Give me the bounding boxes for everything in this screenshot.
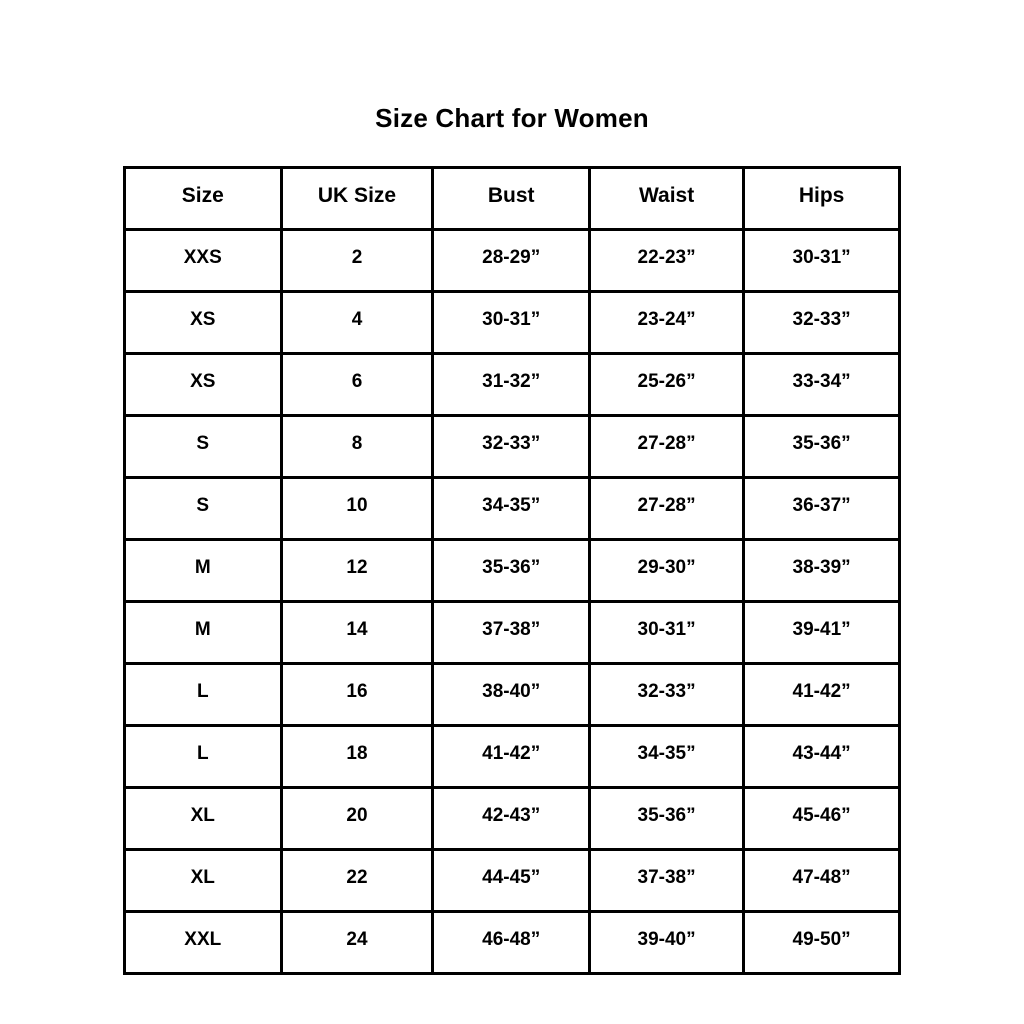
table-cell: 28-29” bbox=[431, 228, 591, 293]
table-cell: 2 bbox=[279, 228, 435, 293]
table-cell: L bbox=[123, 662, 283, 727]
table-cell: M bbox=[123, 600, 283, 665]
table-cell: S bbox=[123, 476, 283, 541]
table-cell: 35-36” bbox=[742, 414, 901, 479]
table-cell: 16 bbox=[279, 662, 435, 727]
table-cell: L bbox=[123, 724, 283, 789]
table-cell: XS bbox=[123, 290, 283, 355]
table-cell: 35-36” bbox=[587, 786, 746, 851]
column-header-hips: Hips bbox=[742, 166, 901, 231]
table-cell: S bbox=[123, 414, 283, 479]
table-cell: 47-48” bbox=[742, 848, 901, 913]
column-header-waist: Waist bbox=[587, 166, 746, 231]
table-cell: XS bbox=[123, 352, 283, 417]
table-row: XS 4 30-31” 23-24” 32-33” bbox=[123, 290, 901, 355]
table-row: S 8 32-33” 27-28” 35-36” bbox=[123, 414, 901, 479]
table-cell: 37-38” bbox=[587, 848, 746, 913]
table-cell: XXL bbox=[123, 910, 283, 975]
table-cell: 30-31” bbox=[431, 290, 591, 355]
table-cell: 32-33” bbox=[431, 414, 591, 479]
table-cell: 10 bbox=[279, 476, 435, 541]
table-cell: 6 bbox=[279, 352, 435, 417]
table-cell: M bbox=[123, 538, 283, 603]
table-cell: 18 bbox=[279, 724, 435, 789]
table-cell: 32-33” bbox=[742, 290, 901, 355]
table-cell: 30-31” bbox=[742, 228, 901, 293]
table-cell: 44-45” bbox=[431, 848, 591, 913]
table-cell: 33-34” bbox=[742, 352, 901, 417]
table-row: XXS 2 28-29” 22-23” 30-31” bbox=[123, 228, 901, 293]
table-cell: 23-24” bbox=[587, 290, 746, 355]
table-cell: 20 bbox=[279, 786, 435, 851]
page-title: Size Chart for Women bbox=[375, 103, 649, 133]
table-cell: 38-39” bbox=[742, 538, 901, 603]
table-cell: 27-28” bbox=[587, 414, 746, 479]
table-cell: 34-35” bbox=[431, 476, 591, 541]
table-header: Size UK Size Bust Waist Hips bbox=[123, 166, 901, 231]
table-cell: 41-42” bbox=[431, 724, 591, 789]
table-row: L 16 38-40” 32-33” 41-42” bbox=[123, 662, 901, 727]
table-row: XL 22 44-45” 37-38” 47-48” bbox=[123, 848, 901, 913]
table-cell: 39-40” bbox=[587, 910, 746, 975]
table-cell: 14 bbox=[279, 600, 435, 665]
table-cell: 46-48” bbox=[431, 910, 591, 975]
table-cell: 27-28” bbox=[587, 476, 746, 541]
table-row: XXL 24 46-48” 39-40” 49-50” bbox=[123, 910, 901, 975]
table-cell: XL bbox=[123, 786, 283, 851]
table-cell: 8 bbox=[279, 414, 435, 479]
table-cell: 32-33” bbox=[587, 662, 746, 727]
table-cell: 41-42” bbox=[742, 662, 901, 727]
table-cell: 22 bbox=[279, 848, 435, 913]
table-cell: 22-23” bbox=[587, 228, 746, 293]
table-row: M 12 35-36” 29-30” 38-39” bbox=[123, 538, 901, 603]
table-cell: 37-38” bbox=[431, 600, 591, 665]
table-cell: 24 bbox=[279, 910, 435, 975]
column-header-size: Size bbox=[123, 166, 283, 231]
column-header-uk-size: UK Size bbox=[279, 166, 435, 231]
table-body: XXS 2 28-29” 22-23” 30-31” XS 4 30-31” 23-24” 32-… bbox=[123, 228, 901, 975]
table-cell: 38-40” bbox=[431, 662, 591, 727]
table-cell: 31-32” bbox=[431, 352, 591, 417]
table-cell: 43-44” bbox=[742, 724, 901, 789]
table-row: L 18 41-42” 34-35” 43-44” bbox=[123, 724, 901, 789]
table-row: XL 20 42-43” 35-36” 45-46” bbox=[123, 786, 901, 851]
table-cell: 29-30” bbox=[587, 538, 746, 603]
table-cell: 12 bbox=[279, 538, 435, 603]
table-cell: 39-41” bbox=[742, 600, 901, 665]
table-cell: 45-46” bbox=[742, 786, 901, 851]
table-cell: XL bbox=[123, 848, 283, 913]
table-cell: 34-35” bbox=[587, 724, 746, 789]
table-row: XS 6 31-32” 25-26” 33-34” bbox=[123, 352, 901, 417]
table-cell: 36-37” bbox=[742, 476, 901, 541]
table-cell: 49-50” bbox=[742, 910, 901, 975]
header-row: Size UK Size Bust Waist Hips bbox=[123, 166, 901, 231]
table-cell: XXS bbox=[123, 228, 283, 293]
table-cell: 30-31” bbox=[587, 600, 746, 665]
table-cell: 42-43” bbox=[431, 786, 591, 851]
size-chart-table: Size UK Size Bust Waist Hips XXS 2 28-29” 22-23… bbox=[123, 166, 901, 975]
column-header-bust: Bust bbox=[431, 166, 591, 231]
table-row: S 10 34-35” 27-28” 36-37” bbox=[123, 476, 901, 541]
table-cell: 25-26” bbox=[587, 352, 746, 417]
table-row: M 14 37-38” 30-31” 39-41” bbox=[123, 600, 901, 665]
table-cell: 35-36” bbox=[431, 538, 591, 603]
table-cell: 4 bbox=[279, 290, 435, 355]
